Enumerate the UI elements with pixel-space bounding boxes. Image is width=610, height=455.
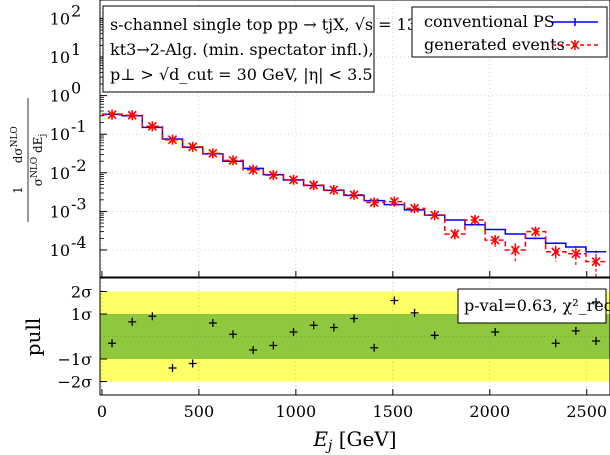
y-tick-label-bottom-0: 2σ — [71, 283, 92, 302]
series-1-marker-17 — [450, 229, 460, 240]
pull-point-9 — [289, 328, 298, 336]
series-1-marker-8 — [268, 170, 278, 181]
y-tick-label-top-exp-4: -2 — [71, 156, 87, 175]
y-tick-label-top-4: 10 — [50, 164, 70, 183]
legend-label-generated: generated events — [424, 35, 565, 54]
svg-text:1 dσNLO: 1 dσNLO — [10, 126, 25, 194]
pull-point-13 — [370, 343, 379, 352]
annotation-box: s-channel single top pp → tjX, √s = 13 T… — [102, 5, 455, 93]
pull-point-1 — [128, 317, 137, 326]
x-tick-label-2: 1000 — [275, 402, 316, 421]
x-tick-label-5: 2500 — [566, 402, 607, 421]
y-tick-label-top-2: 10 — [50, 87, 70, 106]
x-tick-label-1: 500 — [184, 402, 215, 421]
pull-point-0 — [108, 339, 117, 348]
series-1-marker-11 — [329, 184, 339, 195]
series-1-marker-5 — [208, 148, 218, 159]
y-tick-label-top-exp-1: 1 — [71, 40, 81, 59]
series-1-marker-20 — [510, 245, 520, 256]
pull-point-8 — [269, 341, 278, 350]
pull-point-7 — [249, 346, 258, 354]
series-1-marker-9 — [288, 174, 299, 185]
y-tick-label-top-exp-5: -3 — [71, 194, 87, 213]
y-tick-label-top-exp-3: -1 — [71, 117, 87, 136]
pull-point-20 — [511, 396, 519, 404]
x-tick-label-4: 2000 — [469, 402, 510, 421]
legend-label-conventional: conventional PS — [424, 12, 555, 31]
y-tick-label-top-exp-0: 2 — [71, 1, 81, 20]
y-tick-label-bottom-2: −1σ — [57, 350, 92, 369]
y-tick-label-top-3: 10 — [50, 125, 70, 144]
series-1-marker-24 — [591, 256, 601, 267]
series-1-marker-10 — [309, 180, 319, 191]
series-1-marker-13 — [369, 197, 379, 208]
series-1-marker-3 — [167, 134, 178, 145]
series-1-marker-22 — [551, 246, 561, 257]
pull-legend-label: p-val=0.63, χ²_red=0.88 — [464, 296, 610, 315]
pull-point-2 — [148, 312, 157, 321]
pull-point-17 — [451, 411, 459, 419]
series-1-marker-19 — [490, 235, 500, 246]
pull-point-11 — [329, 323, 338, 332]
series-1-marker-15 — [409, 203, 420, 214]
y-axis-title-bottom: pull — [21, 318, 45, 356]
y-tick-label-bottom-1: 1σ — [71, 305, 92, 324]
top-panel-frame — [99, 0, 610, 278]
series-1-marker-0 — [107, 109, 117, 120]
y-tick-label-top-5: 10 — [50, 202, 70, 221]
y-tick-label-top-1: 10 — [50, 48, 70, 67]
pull-point-4 — [188, 359, 197, 368]
pull-point-10 — [309, 321, 318, 330]
pull-point-12 — [350, 314, 359, 323]
pull-point-22 — [551, 339, 560, 348]
y-tick-label-bottom-3: −2σ — [57, 373, 92, 392]
x-axis-title: Ej [GeV] — [312, 427, 396, 454]
pull-point-24 — [592, 337, 601, 345]
svg-text:σNLO dEj: σNLO dEj — [30, 134, 48, 187]
y-tick-label-top-exp-6: -4 — [71, 233, 87, 252]
series-1-marker-7 — [248, 164, 258, 175]
series-1-marker-1 — [127, 110, 137, 121]
legend: conventional PS generated events — [411, 6, 608, 58]
annotation-line-1: s-channel single top pp → tjX, √s = 13 T… — [110, 15, 455, 34]
y-tick-label-top-exp-2: 0 — [71, 79, 81, 98]
pull-point-19 — [491, 328, 500, 336]
pull-point-5 — [208, 319, 217, 327]
pull-legend: p-val=0.63, χ²_red=0.88 — [457, 288, 610, 324]
bottom-panel-frame — [99, 277, 610, 396]
series-1-marker-21 — [530, 226, 541, 237]
legend-swatch-generated-marker — [570, 40, 580, 50]
pull-point-23 — [571, 326, 580, 335]
y-tick-label-top-6: 10 — [50, 241, 70, 260]
series-1-marker-6 — [228, 155, 238, 166]
y-axis-title-top: 1 dσNLO σNLO dEj — [10, 98, 48, 222]
pull-point-14 — [390, 296, 399, 305]
pull-point-6 — [229, 330, 238, 339]
series-1-marker-16 — [430, 210, 440, 221]
series-1-marker-23 — [571, 248, 581, 259]
pull-point-15 — [410, 308, 419, 317]
series-1-marker-2 — [147, 121, 157, 132]
pull-point-3 — [168, 364, 177, 372]
series-1-marker-4 — [188, 141, 198, 152]
y-tick-label-top-0: 10 — [50, 9, 70, 28]
annotation-line-3: p⊥ > √d_cut = 30 GeV, |η| < 3.5 — [110, 65, 373, 84]
pull-point-16 — [430, 331, 439, 340]
series-1-marker-14 — [389, 196, 399, 207]
annotation-line-2: kt3→2-Alg. (min. spectator infl.), — [110, 40, 374, 59]
x-tick-label-3: 1500 — [372, 402, 413, 421]
x-tick-label-0: 0 — [97, 402, 107, 421]
pull-legend-marker — [592, 298, 600, 306]
series-1-marker-18 — [470, 214, 480, 225]
series-1-marker-12 — [349, 189, 359, 200]
